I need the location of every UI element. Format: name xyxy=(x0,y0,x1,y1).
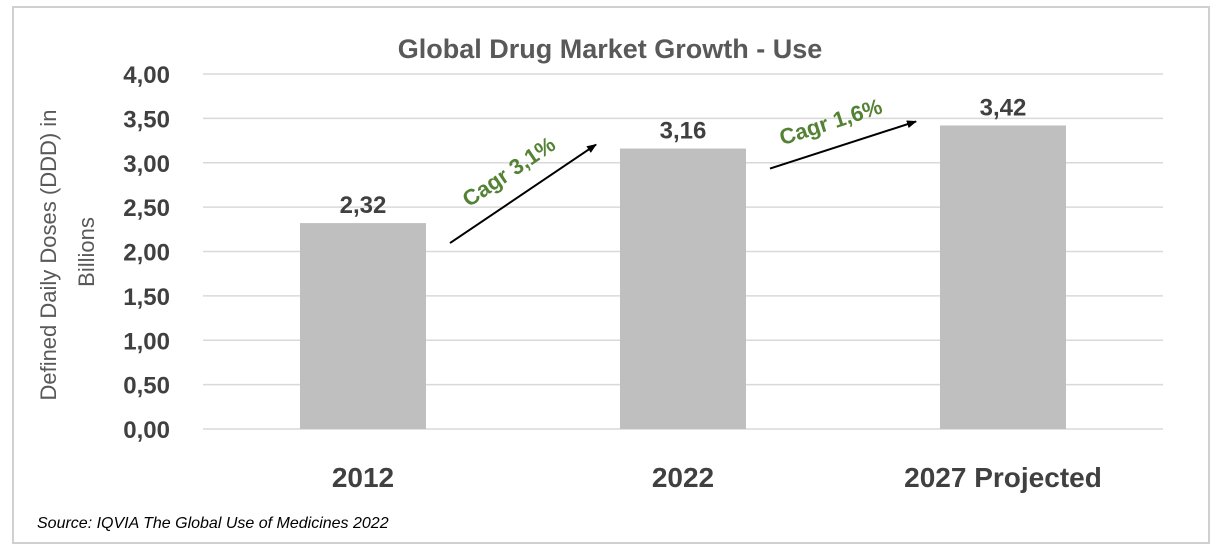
y-tick-label: 1,50 xyxy=(123,284,170,311)
x-category-label: 2027 Projected xyxy=(904,462,1102,493)
y-tick-label: 2,00 xyxy=(123,240,170,267)
bar xyxy=(300,223,426,429)
x-category-label: 2022 xyxy=(652,462,714,493)
bar xyxy=(620,148,746,430)
y-axis-label: Defined Daily Doses (DDD) in Billions xyxy=(36,103,99,400)
x-axis-categories: 2012 2022 2027 Projected xyxy=(332,462,1102,493)
y-tick-label: 3,00 xyxy=(123,151,170,178)
y-axis-ticks: 0,00 0,50 1,00 1,50 2,00 2,50 3,00 3,50 4,00 xyxy=(123,62,170,444)
y-tick-label: 2,50 xyxy=(123,195,170,222)
y-axis-label-line1: Defined Daily Doses (DDD) in xyxy=(36,110,61,401)
cagr-arrow xyxy=(449,143,597,244)
bar xyxy=(940,125,1066,429)
x-category-label: 2012 xyxy=(332,462,394,493)
y-tick-label: 3,50 xyxy=(123,106,170,133)
y-tick-label: 0,00 xyxy=(123,417,170,444)
cagr-label: Cagr 3,1% xyxy=(458,131,560,211)
source-note: Source: IQVIA The Global Use of Medicine… xyxy=(37,515,389,532)
data-label: 3,42 xyxy=(980,94,1027,121)
chart-title: Global Drug Market Growth - Use xyxy=(398,34,823,64)
y-tick-label: 4,00 xyxy=(123,62,170,89)
data-label: 3,16 xyxy=(660,118,707,145)
y-tick-label: 1,00 xyxy=(123,328,170,355)
cagr-arrow xyxy=(769,120,917,170)
y-tick-label: 0,50 xyxy=(123,373,170,400)
bars xyxy=(300,125,1066,430)
cagr-label: Cagr 1,6% xyxy=(776,94,885,150)
y-axis-label-line2: Billions xyxy=(74,217,99,287)
data-label: 2,32 xyxy=(340,192,387,219)
data-labels: 2,32 3,16 3,42 xyxy=(340,94,1027,219)
